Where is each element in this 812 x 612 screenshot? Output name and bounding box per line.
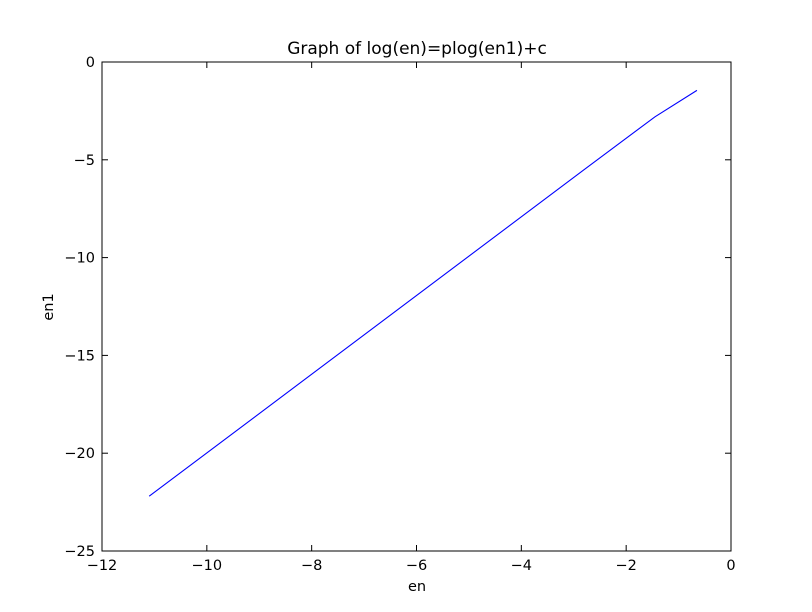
series-line-0: [148, 89, 698, 497]
series-layer: [148, 89, 698, 497]
x-tick-label: −6: [406, 558, 427, 574]
y-tick-label: 0: [86, 55, 95, 71]
x-tick-label: −12: [87, 558, 118, 574]
y-tick-label: −20: [64, 446, 95, 462]
x-tick-label: −4: [511, 558, 532, 574]
y-axis-label: en1: [41, 293, 57, 320]
y-tick-label: −10: [64, 251, 95, 267]
y-tick-label: −25: [64, 544, 95, 560]
x-axis-label: en: [408, 579, 426, 595]
x-tick-label: −8: [301, 558, 322, 574]
y-tick-label: −15: [64, 348, 95, 364]
x-tick-label: −10: [192, 558, 223, 574]
chart-title: Graph of log(en)=plog(en1)+c: [287, 39, 547, 59]
tick-layer: −12 −10 −8 −6 −4 −2 0−25−20−15−10−50: [64, 55, 735, 574]
y-tick-label: −5: [74, 153, 95, 169]
x-tick-label: −2: [615, 558, 636, 574]
x-tick-label: 0: [726, 558, 735, 574]
